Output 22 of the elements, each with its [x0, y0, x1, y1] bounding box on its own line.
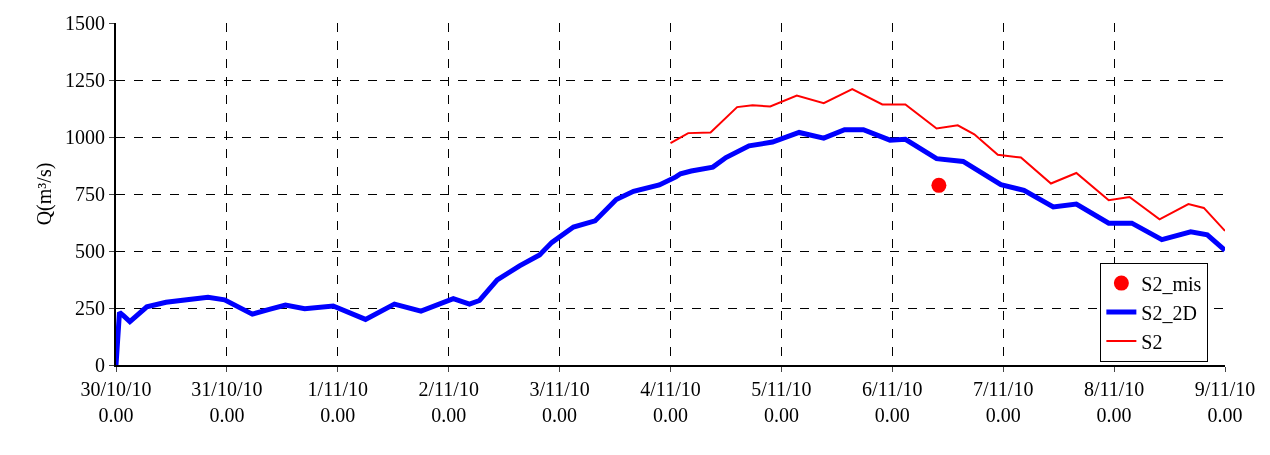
- x-tick-label: 2/11/10 0.00: [418, 378, 479, 426]
- x-tick-label: 6/11/10 0.00: [862, 378, 923, 426]
- x-tick-label: 8/11/10 0.00: [1083, 378, 1145, 426]
- x-tick-label: 4/11/10 0.00: [640, 378, 701, 426]
- x-tick-label: 5/11/10 0.00: [751, 378, 812, 426]
- x-tick-label: 1/11/10 0.00: [307, 378, 368, 426]
- y-tick-label: 250: [75, 297, 105, 319]
- y-axis-title: Q(m³/s): [33, 162, 56, 226]
- y-tick-label: 750: [75, 183, 105, 205]
- legend-label: S2_2D: [1141, 301, 1197, 324]
- x-tick-label: 30/10/10 0.00: [80, 378, 152, 426]
- y-tick-label: 1000: [65, 126, 105, 148]
- x-tick-label: 7/11/10 0.00: [973, 378, 1034, 426]
- x-tick-label: 9/11/10 0.00: [1194, 378, 1256, 426]
- legend-label: S2_mis: [1141, 272, 1202, 295]
- x-tick-label: 31/10/10 0.00: [191, 378, 263, 426]
- y-tick-label: 1500: [65, 12, 105, 34]
- y-tick-label: 500: [75, 240, 105, 262]
- legend-label: S2: [1141, 330, 1163, 353]
- y-tick-label: 0: [95, 354, 105, 376]
- x-tick-label: 3/11/10 0.00: [529, 378, 590, 426]
- y-tick-label: 1250: [65, 69, 105, 91]
